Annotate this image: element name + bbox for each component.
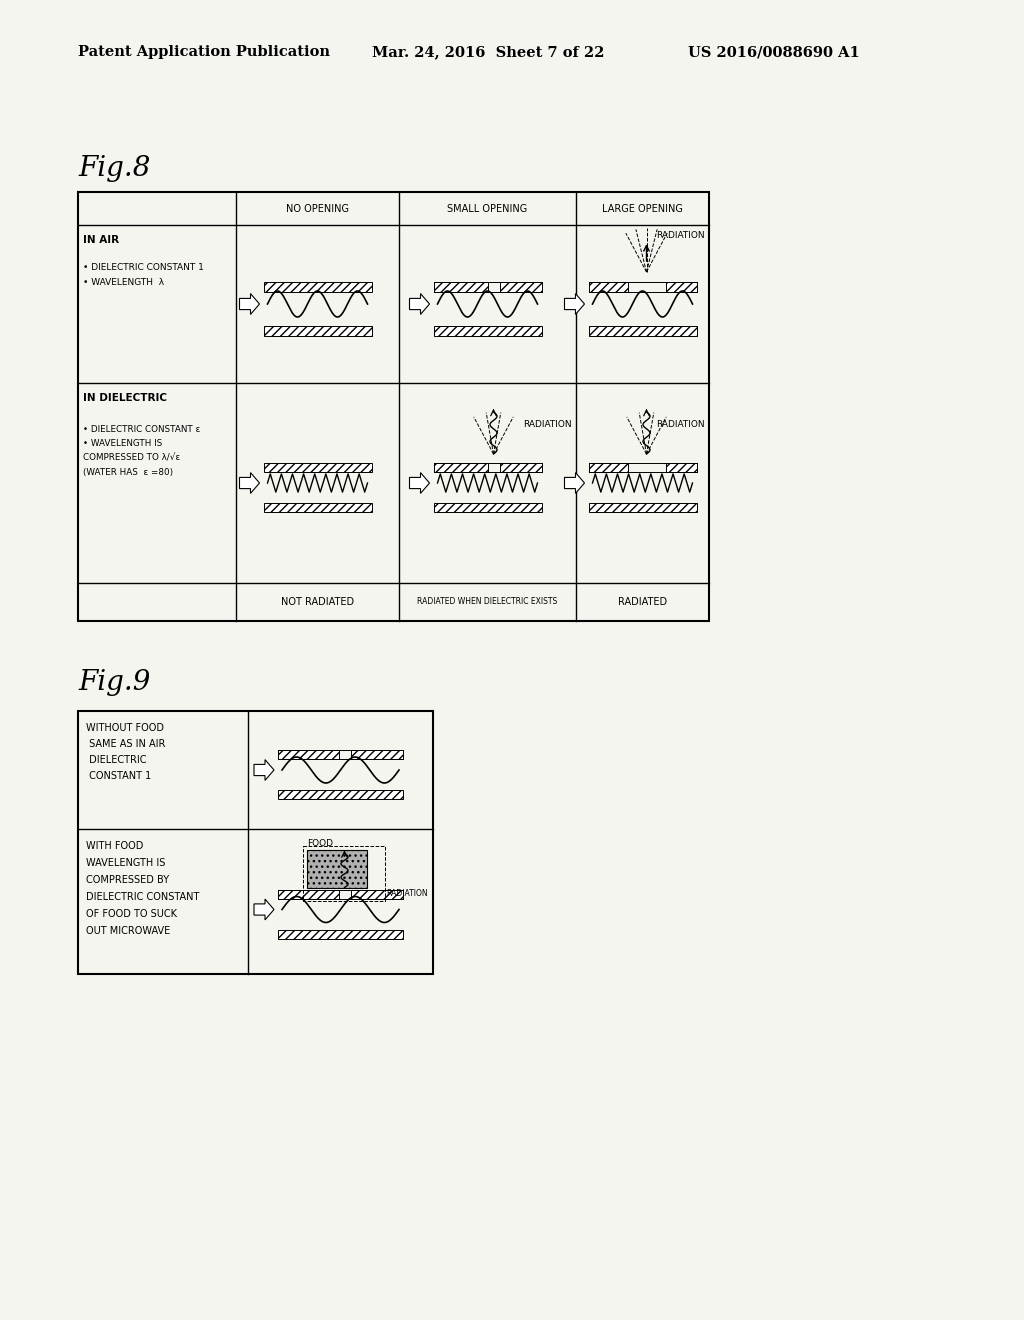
Text: RADIATED WHEN DIELECTRIC EXISTS: RADIATED WHEN DIELECTRIC EXISTS: [418, 598, 558, 606]
Bar: [433, 326, 542, 337]
Text: WITHOUT FOOD: WITHOUT FOOD: [86, 723, 164, 733]
Text: FOOD: FOOD: [307, 838, 334, 847]
Bar: [666, 463, 696, 473]
Bar: [589, 326, 696, 337]
Polygon shape: [254, 759, 274, 780]
Bar: [500, 282, 542, 292]
Text: SMALL OPENING: SMALL OPENING: [447, 203, 527, 214]
Polygon shape: [240, 473, 259, 494]
Text: NO OPENING: NO OPENING: [286, 203, 349, 214]
Text: Fig.8: Fig.8: [78, 154, 151, 181]
Text: OUT MICROWAVE: OUT MICROWAVE: [86, 927, 170, 936]
Text: WITH FOOD: WITH FOOD: [86, 841, 143, 851]
Text: NOT RADIATED: NOT RADIATED: [281, 597, 354, 607]
Bar: [278, 750, 339, 759]
Text: Fig.9: Fig.9: [78, 669, 151, 697]
Bar: [263, 326, 372, 337]
Text: RADIATION: RADIATION: [386, 890, 428, 899]
Polygon shape: [564, 293, 585, 314]
Text: WAVELENGTH IS: WAVELENGTH IS: [86, 858, 165, 869]
Bar: [278, 929, 403, 939]
Bar: [589, 463, 628, 473]
Text: IN DIELECTRIC: IN DIELECTRIC: [83, 393, 167, 403]
Text: • DIELECTRIC CONSTANT ε
• WAVELENGTH IS
COMPRESSED TO λ/√ε
(WATER HAS  ε =80): • DIELECTRIC CONSTANT ε • WAVELENGTH IS …: [83, 425, 201, 477]
Bar: [263, 463, 372, 473]
Text: DIELECTRIC: DIELECTRIC: [86, 755, 146, 766]
Text: • DIELECTRIC CONSTANT 1
• WAVELENGTH  λ: • DIELECTRIC CONSTANT 1 • WAVELENGTH λ: [83, 263, 204, 288]
Bar: [306, 850, 367, 887]
Bar: [263, 503, 372, 512]
Bar: [666, 282, 696, 292]
Bar: [433, 463, 487, 473]
Bar: [350, 890, 403, 899]
Text: OF FOOD TO SUCK: OF FOOD TO SUCK: [86, 909, 177, 919]
Bar: [589, 282, 628, 292]
Polygon shape: [410, 473, 429, 494]
Text: Patent Application Publication: Patent Application Publication: [78, 45, 330, 59]
Polygon shape: [410, 293, 429, 314]
Bar: [278, 890, 339, 899]
Polygon shape: [254, 899, 274, 920]
Bar: [433, 282, 487, 292]
Text: Mar. 24, 2016  Sheet 7 of 22: Mar. 24, 2016 Sheet 7 of 22: [372, 45, 604, 59]
Text: RADIATION: RADIATION: [523, 420, 572, 429]
Text: LARGE OPENING: LARGE OPENING: [602, 203, 683, 214]
Polygon shape: [240, 293, 259, 314]
Bar: [500, 463, 542, 473]
Text: IN AIR: IN AIR: [83, 235, 119, 246]
Text: RADIATION: RADIATION: [656, 420, 705, 429]
Bar: [350, 750, 403, 759]
Text: RADIATED: RADIATED: [617, 597, 667, 607]
Polygon shape: [564, 473, 585, 494]
Text: DIELECTRIC CONSTANT: DIELECTRIC CONSTANT: [86, 892, 200, 902]
Text: CONSTANT 1: CONSTANT 1: [86, 771, 152, 781]
Text: SAME AS IN AIR: SAME AS IN AIR: [86, 739, 165, 748]
Bar: [263, 282, 372, 292]
Text: US 2016/0088690 A1: US 2016/0088690 A1: [688, 45, 860, 59]
Bar: [78, 191, 709, 620]
Text: RADIATION: RADIATION: [656, 231, 705, 240]
Bar: [589, 503, 696, 512]
Text: COMPRESSED BY: COMPRESSED BY: [86, 875, 169, 884]
Bar: [433, 503, 542, 512]
Bar: [278, 789, 403, 799]
Bar: [78, 711, 433, 974]
